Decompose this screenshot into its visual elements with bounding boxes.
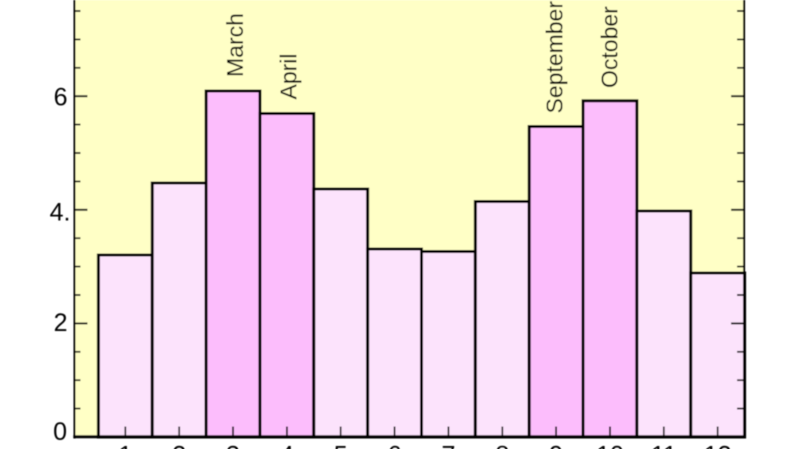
svg-text:2: 2 [172, 442, 186, 449]
svg-text:6: 6 [388, 442, 402, 449]
svg-text:4.: 4. [50, 199, 71, 227]
svg-text:October: October [597, 6, 623, 88]
svg-text:September: September [542, 1, 568, 114]
svg-text:7: 7 [441, 442, 455, 449]
svg-text:2: 2 [54, 309, 68, 337]
svg-text:6: 6 [54, 84, 68, 112]
svg-text:April: April [276, 53, 302, 99]
svg-text:9: 9 [549, 442, 563, 449]
svg-text:4: 4 [280, 442, 294, 449]
svg-text:12: 12 [704, 442, 732, 449]
svg-text:March: March [222, 13, 248, 77]
svg-text:1: 1 [118, 442, 132, 449]
svg-text:10: 10 [596, 442, 624, 449]
svg-text:11: 11 [651, 442, 677, 449]
svg-text:0: 0 [53, 418, 67, 446]
svg-text:3: 3 [226, 442, 240, 449]
svg-text:5: 5 [334, 442, 348, 449]
svg-text:8: 8 [495, 442, 509, 449]
